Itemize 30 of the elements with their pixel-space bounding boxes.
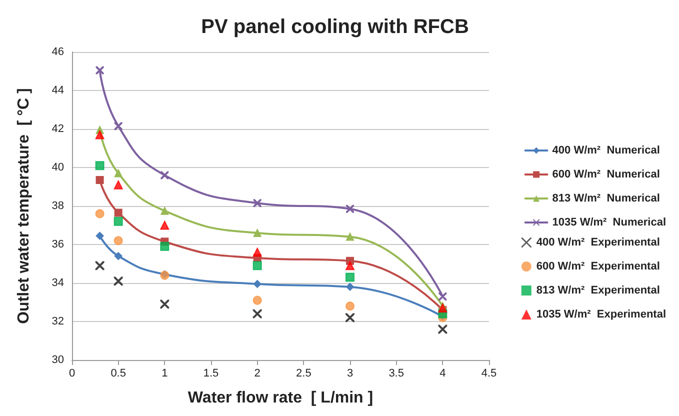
x-tick-label: 3.5 bbox=[388, 368, 404, 380]
legend-label: 1035 W/m² Numerical bbox=[552, 216, 666, 228]
legend-label: 1035 W/m² Experimental bbox=[536, 308, 666, 320]
legend-label: 400 W/m² Numerical bbox=[552, 144, 660, 156]
x-tick-label: 1.5 bbox=[203, 368, 219, 380]
y-tick-label: 30 bbox=[52, 354, 64, 366]
x-tick-label: 2 bbox=[254, 368, 260, 380]
x-tick-label: 0.5 bbox=[110, 368, 126, 380]
x-axis-title: Water flow rate [ L/min ] bbox=[188, 390, 374, 406]
legend-label: 600 W/m² Numerical bbox=[552, 168, 660, 180]
x-tick-label: 3 bbox=[346, 368, 354, 380]
y-tick-label: 32 bbox=[52, 316, 64, 328]
y-tick-label: 42 bbox=[52, 123, 64, 135]
legend-label: 813 W/m² Experimental bbox=[536, 284, 660, 296]
y-tick-label: 46 bbox=[52, 46, 64, 58]
y-tick-label: 40 bbox=[52, 162, 64, 174]
x-tick-label: 1 bbox=[162, 368, 168, 380]
legend-label: 600 W/m² Experimental bbox=[536, 260, 660, 272]
x-tick-label: 0 bbox=[68, 368, 76, 380]
x-tick-label: 2.5 bbox=[296, 368, 312, 380]
legend-label: 400 W/m² Experimental bbox=[536, 236, 660, 248]
x-tick-label: 4.5 bbox=[481, 368, 497, 380]
y-tick-label: 36 bbox=[52, 238, 64, 250]
y-tick-label: 38 bbox=[52, 200, 64, 212]
x-tick-label: 4 bbox=[440, 368, 446, 380]
y-tick-label: 44 bbox=[52, 84, 64, 96]
y-tick-label: 34 bbox=[52, 277, 64, 289]
y-axis-title: Outlet water temperature [ °C ] bbox=[16, 88, 32, 324]
chart-title: PV panel cooling with RFCB bbox=[201, 16, 469, 38]
legend-label: 813 W/m² Numerical bbox=[552, 192, 660, 204]
